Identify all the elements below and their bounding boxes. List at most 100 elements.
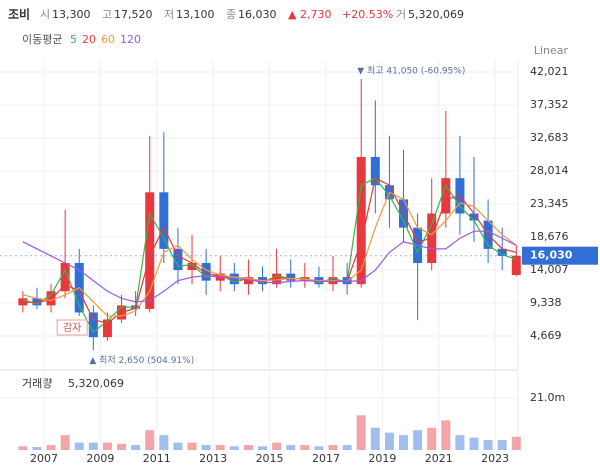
- legend-entry: 5: [70, 33, 77, 46]
- x-tick-label: 2023: [481, 452, 509, 465]
- field-value: 17,520: [114, 8, 153, 21]
- volume-bar: [272, 442, 282, 450]
- change: ▲ 2,730: [288, 8, 331, 21]
- y-tick-label: 18,676: [530, 230, 569, 243]
- volume-bar: [413, 430, 423, 450]
- volume-bar: [328, 445, 338, 450]
- volume-value: 5,320,069: [408, 8, 464, 21]
- y-tick-label: 14,007: [530, 263, 569, 276]
- volume-bar: [187, 442, 197, 450]
- x-tick-label: 2017: [312, 452, 340, 465]
- candle-body: [32, 298, 42, 306]
- volume-bar: [258, 446, 268, 450]
- volume-bar: [88, 442, 98, 450]
- stock-name: 조비: [8, 7, 30, 22]
- change-pct: +20.53%: [342, 8, 393, 21]
- volume-bar: [46, 445, 56, 450]
- volume-bar: [497, 440, 507, 450]
- candle-body: [145, 192, 155, 309]
- annotation-box: [56, 319, 88, 336]
- volume-bar: [32, 447, 42, 450]
- volume-bar: [384, 432, 394, 450]
- x-tick-label: 2011: [143, 452, 171, 465]
- volume-bar: [229, 446, 239, 450]
- x-tick-label: 2009: [86, 452, 114, 465]
- x-tick-label: 2015: [256, 452, 284, 465]
- candle-body: [102, 319, 112, 338]
- volume-bar: [286, 445, 296, 450]
- volume-bar: [215, 445, 225, 450]
- field-value: 13,300: [52, 8, 91, 21]
- candle-body: [511, 255, 521, 275]
- field-value: 13,100: [176, 8, 215, 21]
- annotation: ▼ 최고 41,050 (-60.95%): [357, 65, 465, 76]
- y-tick-label: 42,021: [530, 65, 569, 78]
- volume-bar: [399, 435, 409, 450]
- y-tick-label: 32,683: [530, 131, 569, 144]
- candle-body: [286, 273, 296, 281]
- volume-bar: [300, 445, 310, 450]
- volume-bar: [511, 436, 521, 450]
- field-label: 고: [102, 8, 112, 21]
- volume-bar: [356, 415, 366, 450]
- candle-body: [243, 277, 253, 285]
- candle-body: [469, 213, 479, 221]
- volume-bar: [469, 437, 479, 450]
- annotation: 감자: [63, 322, 81, 334]
- candle-body: [370, 156, 380, 186]
- volume-bar: [145, 430, 155, 450]
- volume-bar: [131, 445, 141, 450]
- volume-bar: [173, 442, 183, 450]
- volume-bar: [314, 446, 324, 450]
- x-tick-label: 2019: [368, 452, 396, 465]
- y-tick-label: 37,352: [530, 98, 569, 111]
- volume-bar: [441, 420, 451, 450]
- volume-bar: [159, 435, 169, 450]
- field-label: 저: [164, 8, 174, 21]
- candle-body: [187, 262, 197, 271]
- ma-line: [22, 230, 517, 303]
- y-tick-label: 28,014: [530, 164, 569, 177]
- y-tick-label: 23,345: [530, 197, 569, 210]
- ma-line: [22, 191, 517, 317]
- scale-label: Linear: [534, 44, 569, 57]
- x-tick-label: 2021: [425, 452, 453, 465]
- y-tick-label: 4,669: [530, 329, 562, 342]
- volume-bar: [201, 445, 211, 450]
- candle-body: [201, 262, 211, 281]
- legend-entry: 60: [101, 33, 115, 46]
- volume-value: 5,320,069: [68, 377, 124, 390]
- volume-bar: [117, 443, 127, 450]
- volume-bar: [18, 446, 28, 450]
- field-label: 시: [40, 8, 50, 21]
- y-tick-label: 9,338: [530, 296, 562, 309]
- candle-body: [46, 291, 56, 306]
- candle-body: [272, 273, 282, 285]
- volume-bar: [243, 445, 253, 450]
- volume-bar: [74, 442, 84, 450]
- candle-body: [356, 156, 366, 285]
- price-tag-label: 16,030: [530, 249, 573, 262]
- candle-body: [497, 248, 507, 256]
- legend-entry: 20: [82, 33, 96, 46]
- volume-bar: [455, 435, 465, 450]
- volume-bar: [102, 442, 112, 450]
- candle-body: [60, 262, 70, 292]
- candle-body: [88, 312, 98, 338]
- volume-bar: [370, 427, 380, 450]
- volume-bar: [60, 435, 70, 450]
- volume-title: 거래량: [22, 377, 52, 390]
- volume-label: 거: [396, 8, 406, 21]
- volume-bar: [427, 427, 437, 450]
- ma-title: 이동평균: [22, 33, 62, 46]
- volume-bar: [483, 440, 493, 450]
- annotation: ▲ 최저 2,650 (504.91%): [89, 355, 194, 366]
- y2-tick-label: 21.0m: [530, 391, 565, 404]
- x-tick-label: 2013: [199, 452, 227, 465]
- candle-body: [441, 178, 451, 214]
- field-label: 종: [226, 8, 236, 21]
- candle-body: [159, 192, 169, 249]
- field-value: 16,030: [238, 8, 277, 21]
- legend-entry: 120: [120, 33, 141, 46]
